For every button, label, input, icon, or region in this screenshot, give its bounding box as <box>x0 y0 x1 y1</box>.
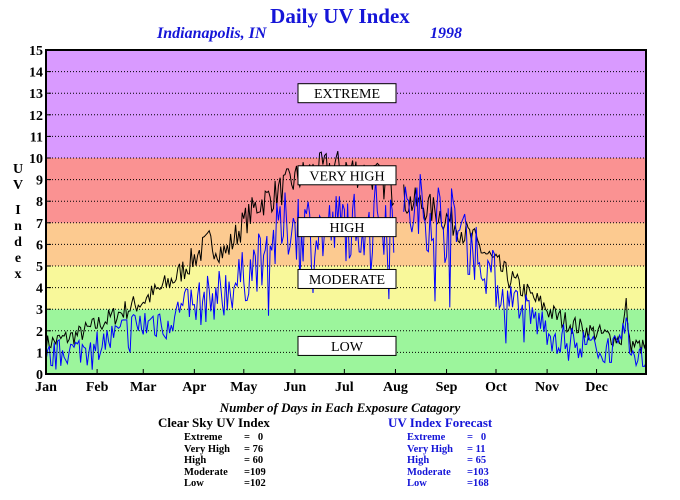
x-tick-label-mar: Mar <box>130 380 156 395</box>
y-tick-label-7: 7 <box>36 217 43 232</box>
chart-title: Daily UV Index <box>270 4 410 28</box>
x-tick-label-jun: Jun <box>284 380 307 395</box>
x-tick-label-apr: Apr <box>182 380 206 395</box>
forecast-heading: UV Index Forecast <box>388 415 493 430</box>
x-tick-label-may: May <box>230 380 257 395</box>
clear-sky-row-low: Low =102 <box>184 478 266 489</box>
y-tick-label-13: 13 <box>29 87 43 102</box>
y-axis-label-letter-1: U <box>13 162 23 177</box>
y-axis-label-letter-7: x <box>15 267 22 282</box>
y-tick-label-1: 1 <box>36 346 43 361</box>
x-tick-label-feb: Feb <box>86 380 109 395</box>
x-tick-label-sep: Sep <box>436 380 458 395</box>
y-tick-label-10: 10 <box>29 152 43 167</box>
y-tick-label-3: 3 <box>36 303 43 318</box>
x-tick-label-nov: Nov <box>535 380 559 395</box>
y-tick-label-2: 2 <box>36 325 43 340</box>
clear-sky-row-very-high: Very High = 76 <box>184 443 264 455</box>
x-tick-label-dec: Dec <box>585 380 608 395</box>
y-tick-label-12: 12 <box>29 109 43 124</box>
stats-caption: Number of Days in Each Exposure Catagory <box>219 400 461 415</box>
forecast-stats: UV Index Forecast Extreme = 0 Very High = … <box>388 415 492 490</box>
clear-sky-heading: Clear Sky UV Index <box>158 415 270 430</box>
band-label-box-low <box>297 335 397 356</box>
location-label: Indianapolis, IN <box>157 25 267 42</box>
band-label-box-extreme <box>297 83 397 104</box>
x-tick-label-jan: Jan <box>35 380 57 395</box>
forecast-row-low: Low =168 <box>407 478 489 489</box>
clear-sky-line-segment-2 <box>403 184 647 354</box>
y-axis-label-letter-6: e <box>15 251 21 266</box>
forecast-line-segment-1 <box>45 179 395 370</box>
y-tick-label-4: 4 <box>36 282 43 297</box>
y-tick-label-5: 5 <box>36 260 43 275</box>
y-tick-label-6: 6 <box>36 238 43 253</box>
y-tick-label-14: 14 <box>29 66 43 81</box>
clear-sky-row-moderate: Moderate =109 <box>184 466 266 478</box>
clear-sky-row-extreme: Extreme = 0 <box>184 432 264 443</box>
forecast-row-very-high: Very High = 11 <box>407 443 486 455</box>
x-tick-label-jul: Jul <box>335 380 354 395</box>
forecast-row-extreme: Extreme = 0 <box>407 432 487 443</box>
band-label-box-very-high <box>297 165 397 186</box>
y-tick-label-8: 8 <box>36 195 43 210</box>
forecast-row-high: High = 65 <box>407 455 487 466</box>
band-label-high: HIGH <box>330 221 365 236</box>
y-tick-label-15: 15 <box>29 44 43 59</box>
forecast-row-moderate: Moderate =103 <box>407 466 489 478</box>
y-axis-label-letter-4: n <box>14 219 22 234</box>
band-label-low: LOW <box>331 340 364 355</box>
y-tick-label-0: 0 <box>36 368 43 383</box>
y-axis-label-letter-5: d <box>14 235 22 250</box>
year-label: 1998 <box>430 25 462 42</box>
y-tick-label-11: 11 <box>30 130 43 145</box>
y-tick-label-9: 9 <box>36 174 43 189</box>
x-tick-label-oct: Oct <box>485 380 507 395</box>
forecast-line-segment-2 <box>403 174 647 368</box>
band-label-box-moderate <box>297 268 397 289</box>
band-label-very-high: VERY HIGH <box>309 169 384 184</box>
band-label-box-high <box>297 217 397 238</box>
plot-frame <box>45 49 647 375</box>
band-label-extreme: EXTREME <box>314 87 380 102</box>
x-tick-label-aug: Aug <box>383 380 408 395</box>
band-label-moderate: MODERATE <box>309 273 385 288</box>
y-axis-label-letter-2: V <box>13 178 23 193</box>
clear-sky-line-segment-1 <box>45 150 395 353</box>
y-axis-label-letter-3: I <box>15 203 20 218</box>
clear-sky-row-high: High = 60 <box>184 455 264 466</box>
band-extreme <box>46 50 646 158</box>
clear-sky-stats: Clear Sky UV Index Extreme = 0 Very High =… <box>158 415 270 490</box>
